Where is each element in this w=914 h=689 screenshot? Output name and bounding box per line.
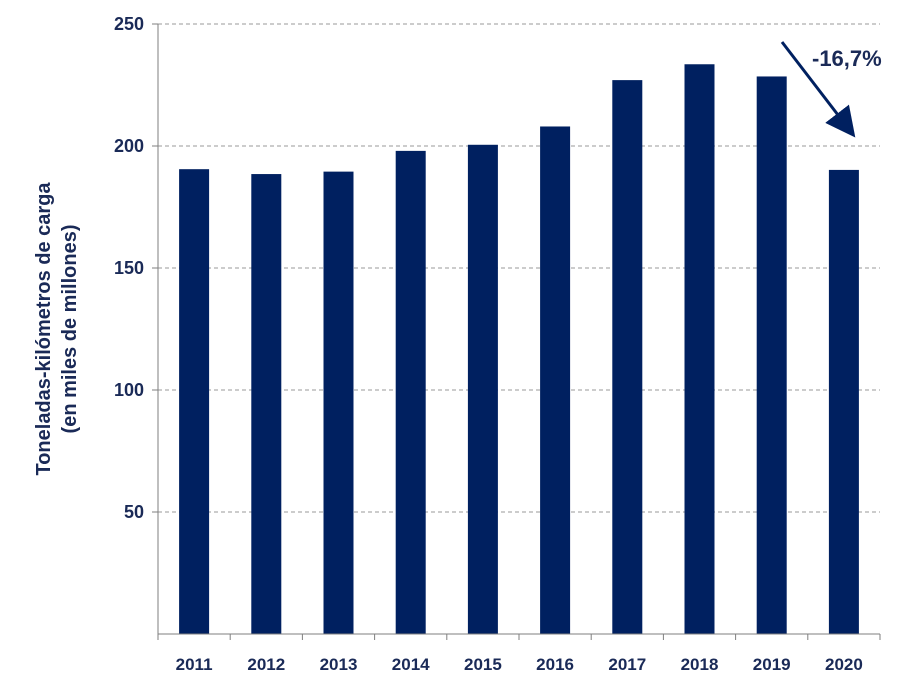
x-tick-label: 2017 bbox=[608, 655, 646, 674]
x-tick-label: 2014 bbox=[392, 655, 430, 674]
bar-2020 bbox=[828, 169, 859, 635]
y-tick-label: 150 bbox=[114, 258, 144, 278]
bar-2019 bbox=[756, 76, 787, 634]
decline-arrow bbox=[780, 41, 856, 138]
bar-2014 bbox=[395, 150, 426, 634]
axes bbox=[152, 23, 881, 640]
x-tick-label: 2018 bbox=[681, 655, 719, 674]
y-tick-label: 100 bbox=[114, 380, 144, 400]
bar-2018 bbox=[684, 64, 715, 634]
x-tick-label: 2011 bbox=[176, 655, 213, 674]
bar-2011 bbox=[179, 169, 210, 634]
y-axis-title-line-1: Toneladas-kilómetros de carga bbox=[33, 182, 55, 476]
bar-2012 bbox=[251, 174, 282, 634]
x-tick-label: 2020 bbox=[825, 655, 863, 674]
bar-2017 bbox=[612, 80, 643, 635]
axis-labels: 50 100 150 200 250 2011 2012 2013 2014 2015 2016 20… bbox=[114, 14, 863, 674]
x-tick-label: 2015 bbox=[464, 655, 502, 674]
x-tick-label: 2012 bbox=[247, 655, 285, 674]
bar-2016 bbox=[540, 126, 571, 634]
bar-2015 bbox=[467, 144, 498, 634]
y-tick-label: 250 bbox=[114, 14, 144, 34]
x-tick-label: 2016 bbox=[536, 655, 574, 674]
y-axis-title-line-2: (en miles de millones) bbox=[59, 225, 81, 434]
bars bbox=[179, 64, 859, 635]
y-tick-label: 200 bbox=[114, 136, 144, 156]
decline-annotation: -16,7% bbox=[812, 46, 882, 71]
x-tick-label: 2019 bbox=[753, 655, 791, 674]
x-tick-label: 2013 bbox=[320, 655, 358, 674]
bar-2013 bbox=[323, 171, 354, 634]
y-tick-label: 50 bbox=[124, 502, 144, 522]
